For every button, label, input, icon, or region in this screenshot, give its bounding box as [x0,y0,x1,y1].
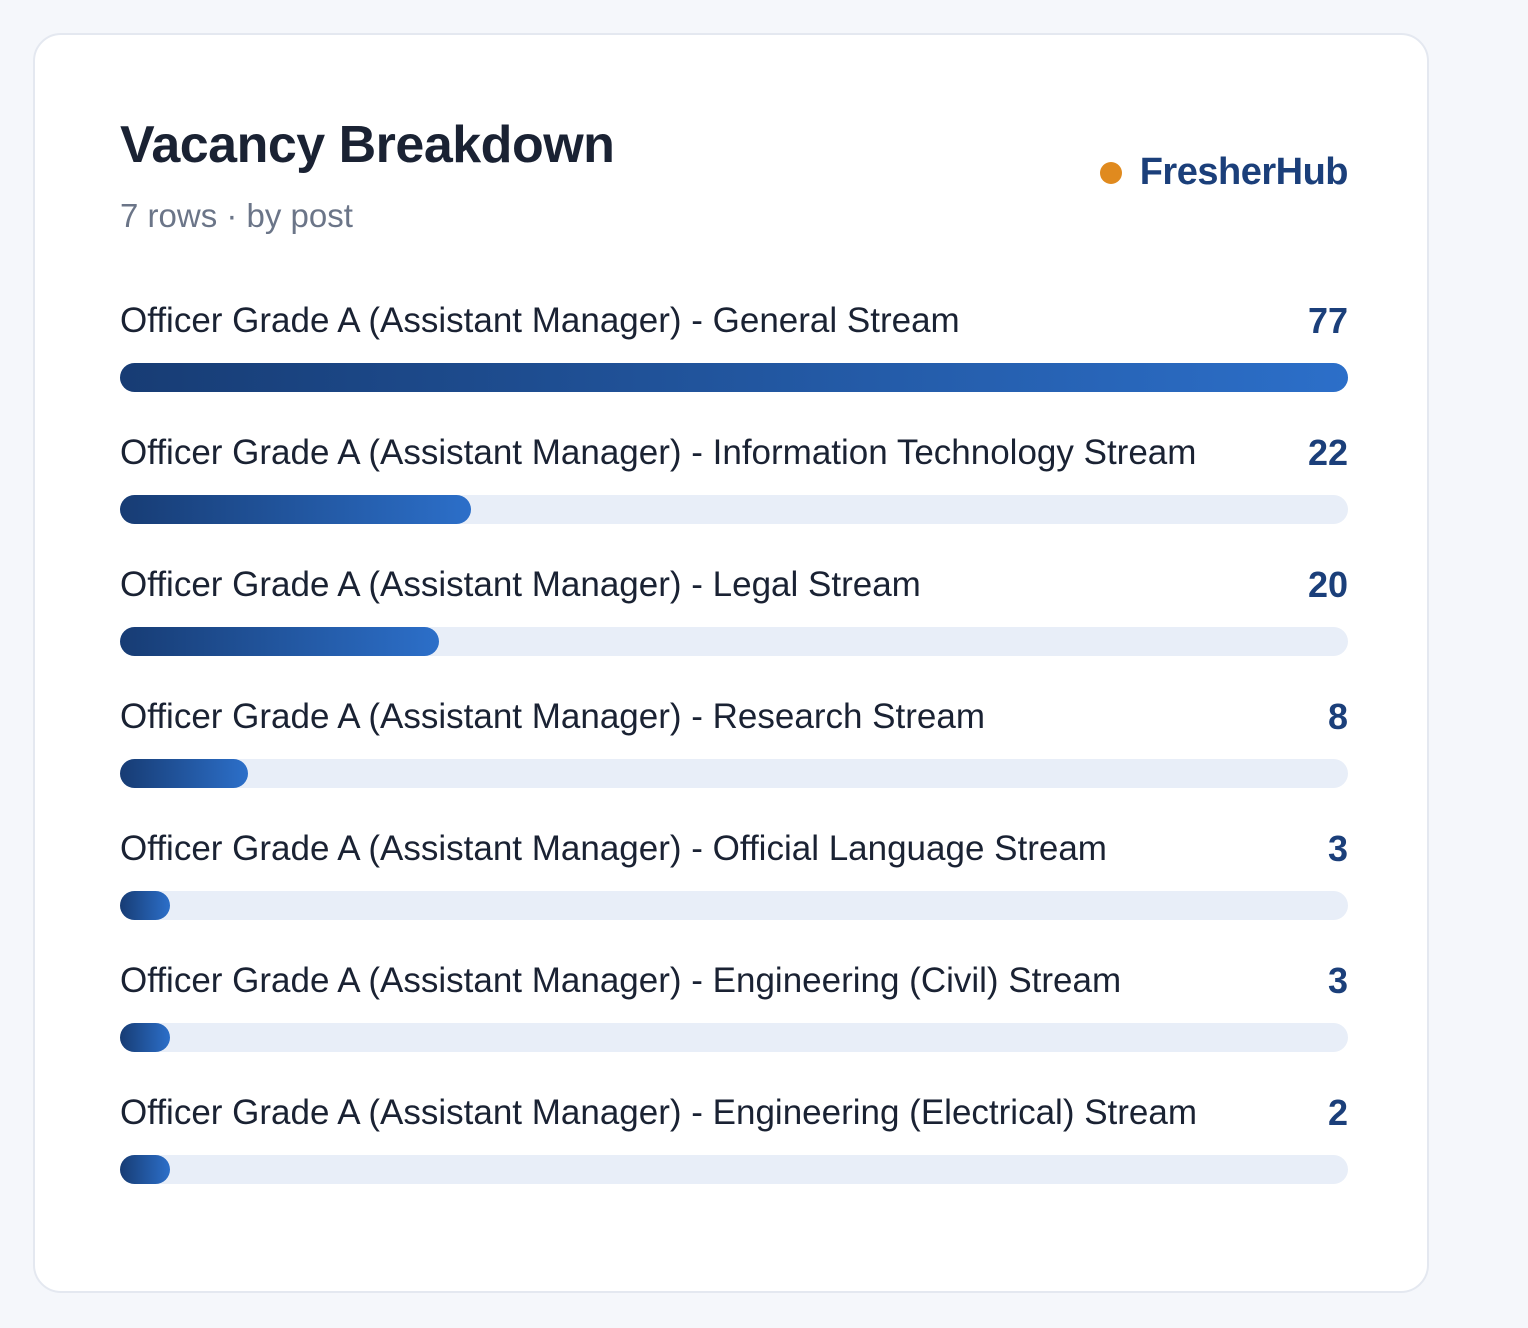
bar [120,891,170,920]
bar-value-label: 3 [1327,960,1348,1001]
vacancy-breakdown-card: Vacancy Breakdown 7 rows · by post Fresh… [33,33,1429,1293]
bar-row: Officer Grade A (Assistant Manager) - In… [120,429,1348,561]
bar-row: Officer Grade A (Assistant Manager) - Re… [120,693,1348,825]
bar [120,363,1348,392]
bar-track [120,627,1348,656]
bar-row: Officer Grade A (Assistant Manager) - Of… [120,825,1348,957]
bar-label: Officer Grade A (Assistant Manager) - Le… [120,565,921,604]
bar-track [120,759,1348,788]
bar [120,627,439,656]
bar-label: Officer Grade A (Assistant Manager) - In… [120,433,1197,472]
chart-subtitle: 7 rows · by post [120,197,353,234]
bar-value-label: 2 [1327,1092,1348,1133]
bar [120,495,471,524]
bar-label: Officer Grade A (Assistant Manager) - Ge… [120,301,960,340]
bar [120,759,248,788]
brand-dot-icon [1099,161,1122,184]
bar-label: Officer Grade A (Assistant Manager) - En… [120,961,1122,1000]
bar-label: Officer Grade A (Assistant Manager) - Re… [120,697,985,736]
bar-label: Officer Grade A (Assistant Manager) - Of… [120,829,1107,868]
bar-row: Officer Grade A (Assistant Manager) - Le… [120,561,1348,693]
bar [120,1023,170,1052]
bar-label: Officer Grade A (Assistant Manager) - En… [120,1093,1198,1132]
brand-name: FresherHub [1139,151,1349,193]
bar-track [120,1155,1348,1184]
bar [120,1155,170,1184]
brand-logo: FresherHub [1099,151,1349,194]
bar-value-label: 3 [1327,828,1348,869]
bar-track [120,891,1348,920]
bar-row: Officer Grade A (Assistant Manager) - En… [120,1089,1348,1221]
card-header: Vacancy Breakdown 7 rows · by post Fresh… [120,115,1349,245]
bar-value-label: 77 [1307,300,1348,341]
bar-track [120,495,1348,524]
bar-value-label: 22 [1307,432,1348,473]
bar-list: Officer Grade A (Assistant Manager) - Ge… [120,297,1348,1221]
chart-title: Vacancy Breakdown [120,116,615,174]
bar-track [120,363,1348,392]
bar-row: Officer Grade A (Assistant Manager) - Ge… [120,297,1348,429]
bar-value-label: 20 [1307,564,1348,605]
bar-track [120,1023,1348,1052]
bar-row: Officer Grade A (Assistant Manager) - En… [120,957,1348,1089]
bar-value-label: 8 [1327,696,1348,737]
